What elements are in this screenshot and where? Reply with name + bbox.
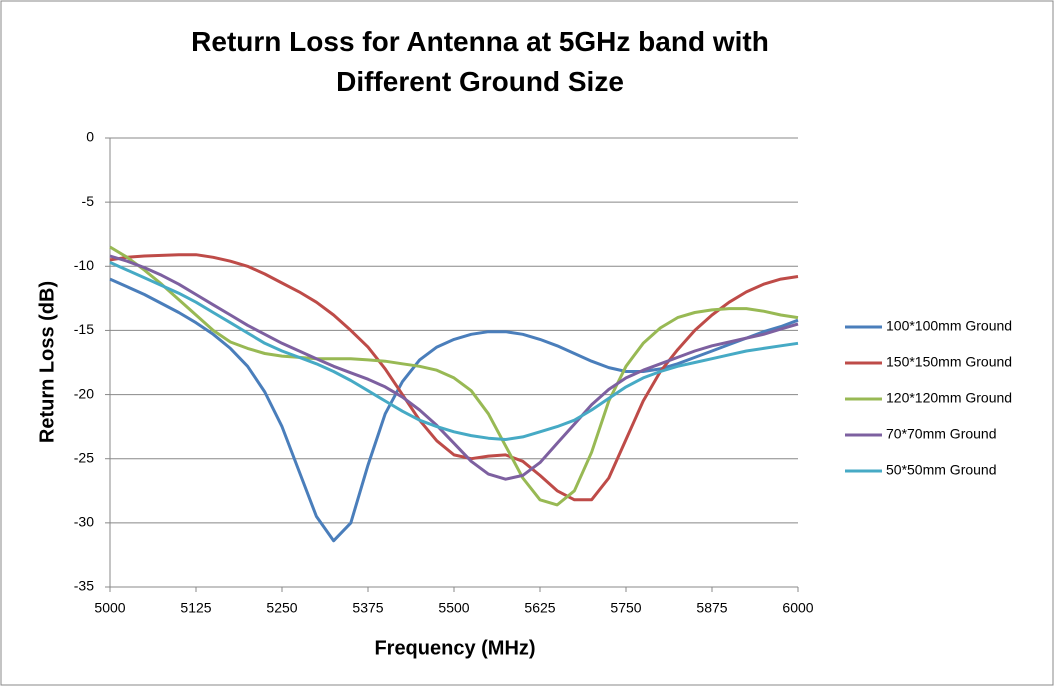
x-tick-label: 5375 [352, 600, 383, 616]
x-tick-label: 6000 [782, 600, 813, 616]
legend-label: 120*120mm Ground [886, 390, 1012, 406]
x-tick-label: 5625 [524, 600, 555, 616]
legend-label: 50*50mm Ground [886, 462, 997, 478]
series-line [109, 254, 799, 481]
y-tick-label: -30 [74, 514, 94, 530]
x-tick-label: 5125 [180, 600, 211, 616]
series-line [109, 245, 799, 507]
y-tick-label: 0 [86, 129, 94, 145]
series-line [109, 261, 799, 441]
series-line [109, 277, 799, 543]
x-tick-label: 5250 [266, 600, 297, 616]
y-tick-label: -10 [74, 257, 94, 273]
legend-label: 100*100mm Ground [886, 318, 1012, 334]
x-axis-label: Frequency (MHz) [374, 637, 535, 659]
legend-label: 70*70mm Ground [886, 426, 997, 442]
x-tick-label: 5875 [696, 600, 727, 616]
y-tick-label: -15 [74, 321, 94, 337]
x-tick-label: 5750 [610, 600, 641, 616]
y-tick-label: -25 [74, 449, 94, 465]
y-tick-label: -20 [74, 385, 94, 401]
x-tick-label: 5500 [438, 600, 469, 616]
y-axis-label: Return Loss (dB) [36, 281, 58, 443]
chart-title: Return Loss for Antenna at 5GHz band wit… [191, 26, 769, 97]
legend-label: 150*150mm Ground [886, 354, 1012, 370]
series-line [109, 253, 799, 502]
x-tick-label: 5000 [94, 600, 125, 616]
y-tick-label: -35 [74, 578, 94, 594]
y-tick-label: -5 [82, 193, 95, 209]
